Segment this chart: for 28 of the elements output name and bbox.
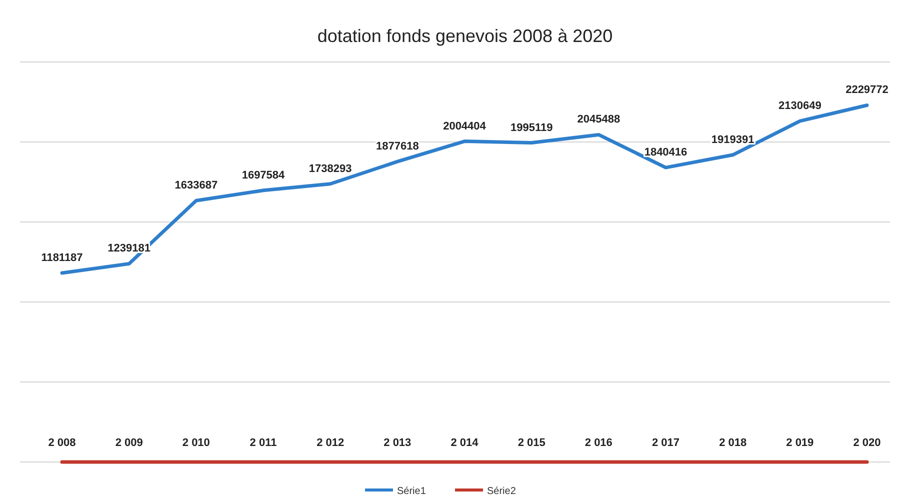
x-tick-label: 2 016 <box>584 437 612 449</box>
data-label: 1738293 <box>308 162 352 175</box>
x-tick-label: 2 010 <box>182 437 210 449</box>
x-tick-label: 2 013 <box>384 437 412 449</box>
chart-title: dotation fonds genevois 2008 à 2020 <box>317 26 613 46</box>
data-label: 1919391 <box>711 134 754 146</box>
legend-label: Série1 <box>397 486 426 497</box>
x-tick-label: 2 008 <box>48 437 76 449</box>
x-tick-label: 2 018 <box>719 437 747 449</box>
data-label: 2045488 <box>577 114 620 126</box>
x-tick-label: 2 017 <box>652 437 680 449</box>
x-tick-label: 2 011 <box>250 437 277 449</box>
x-tick-label: 2 015 <box>518 437 546 449</box>
x-tick-label: 2 020 <box>853 437 881 449</box>
data-label: 1181187 <box>41 252 83 264</box>
data-label: 1995119 <box>510 122 553 134</box>
data-label: 1840416 <box>644 146 688 159</box>
legend-label: Série2 <box>487 486 516 497</box>
x-tick-label: 2 019 <box>786 437 814 449</box>
data-label: 1877618 <box>376 140 419 153</box>
data-label: 1633687 <box>174 180 218 192</box>
x-tick-label: 2 012 <box>316 437 344 449</box>
data-label: 2130649 <box>778 100 822 112</box>
x-tick-label: 2 009 <box>115 437 143 449</box>
x-tick-label: 2 014 <box>450 437 480 449</box>
data-label: 2229772 <box>846 84 888 96</box>
data-label: 2004404 <box>443 120 487 132</box>
data-label: 1697584 <box>242 169 286 182</box>
